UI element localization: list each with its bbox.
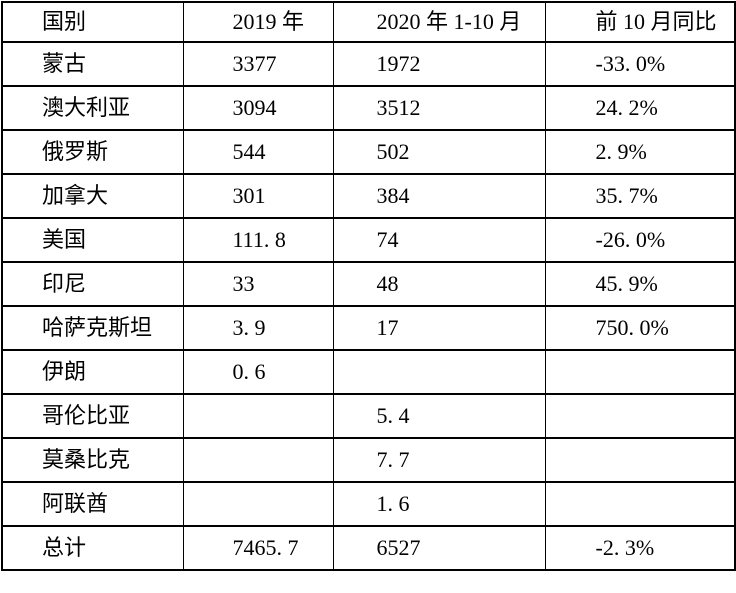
cell-2019 [182, 481, 334, 527]
cell-country: 美国 [1, 217, 184, 263]
cell-yoy: -2. 3% [544, 525, 736, 571]
cell-2019: 3094 [182, 85, 334, 131]
cell-2019 [182, 437, 334, 483]
cell-country: 蒙古 [1, 41, 184, 87]
cell-2020 [332, 349, 546, 395]
cell-2019: 3. 9 [182, 305, 334, 351]
table-row: 阿联酋 1. 6 [1, 481, 736, 527]
cell-2020: 6527 [332, 525, 546, 571]
cell-2020: 502 [332, 129, 546, 175]
cell-country: 莫桑比克 [1, 437, 184, 483]
cell-country: 总计 [1, 525, 184, 571]
cell-2020: 5. 4 [332, 393, 546, 439]
table-row: 印尼 33 48 45. 9% [1, 261, 736, 307]
cell-country: 哈萨克斯坦 [1, 305, 184, 351]
cell-country: 加拿大 [1, 173, 184, 219]
column-header-2019: 2019 年 [182, 1, 334, 43]
cell-2020: 384 [332, 173, 546, 219]
cell-2019: 3377 [182, 41, 334, 87]
cell-country: 伊朗 [1, 349, 184, 395]
column-header-country: 国别 [1, 1, 184, 43]
cell-country: 俄罗斯 [1, 129, 184, 175]
table-row: 俄罗斯 544 502 2. 9% [1, 129, 736, 175]
table-row: 美国 111. 8 74 -26. 0% [1, 217, 736, 263]
cell-2020: 3512 [332, 85, 546, 131]
cell-2020: 48 [332, 261, 546, 307]
cell-2020: 1. 6 [332, 481, 546, 527]
cell-2019: 544 [182, 129, 334, 175]
cell-2019: 301 [182, 173, 334, 219]
cell-2020: 7. 7 [332, 437, 546, 483]
cell-yoy: 750. 0% [544, 305, 736, 351]
coal-import-by-country-table: 国别 2019 年 2020 年 1-10 月 前 10 月同比 蒙古 3377… [1, 1, 736, 571]
cell-2020: 17 [332, 305, 546, 351]
cell-yoy: 35. 7% [544, 173, 736, 219]
table-row: 哈萨克斯坦 3. 9 17 750. 0% [1, 305, 736, 351]
cell-2019: 7465. 7 [182, 525, 334, 571]
cell-yoy: 2. 9% [544, 129, 736, 175]
column-header-yoy: 前 10 月同比 [544, 1, 736, 43]
table-row: 哥伦比亚 5. 4 [1, 393, 736, 439]
table-row: 莫桑比克 7. 7 [1, 437, 736, 483]
table-row-total: 总计 7465. 7 6527 -2. 3% [1, 525, 736, 571]
cell-yoy [544, 393, 736, 439]
cell-country: 印尼 [1, 261, 184, 307]
cell-yoy [544, 481, 736, 527]
cell-2019: 0. 6 [182, 349, 334, 395]
cell-2020: 1972 [332, 41, 546, 87]
cell-yoy: 24. 2% [544, 85, 736, 131]
cell-yoy [544, 349, 736, 395]
cell-2020: 74 [332, 217, 546, 263]
cell-2019 [182, 393, 334, 439]
cell-yoy: -33. 0% [544, 41, 736, 87]
cell-yoy [544, 437, 736, 483]
cell-country: 澳大利亚 [1, 85, 184, 131]
cell-yoy: -26. 0% [544, 217, 736, 263]
table-row: 加拿大 301 384 35. 7% [1, 173, 736, 219]
cell-2019: 33 [182, 261, 334, 307]
table-row: 伊朗 0. 6 [1, 349, 736, 395]
table-row: 澳大利亚 3094 3512 24. 2% [1, 85, 736, 131]
column-header-2020-jan-oct: 2020 年 1-10 月 [332, 1, 546, 43]
cell-yoy: 45. 9% [544, 261, 736, 307]
cell-country: 阿联酋 [1, 481, 184, 527]
table-row: 蒙古 3377 1972 -33. 0% [1, 41, 736, 87]
table-header-row: 国别 2019 年 2020 年 1-10 月 前 10 月同比 [1, 1, 736, 43]
cell-country: 哥伦比亚 [1, 393, 184, 439]
cell-2019: 111. 8 [182, 217, 334, 263]
